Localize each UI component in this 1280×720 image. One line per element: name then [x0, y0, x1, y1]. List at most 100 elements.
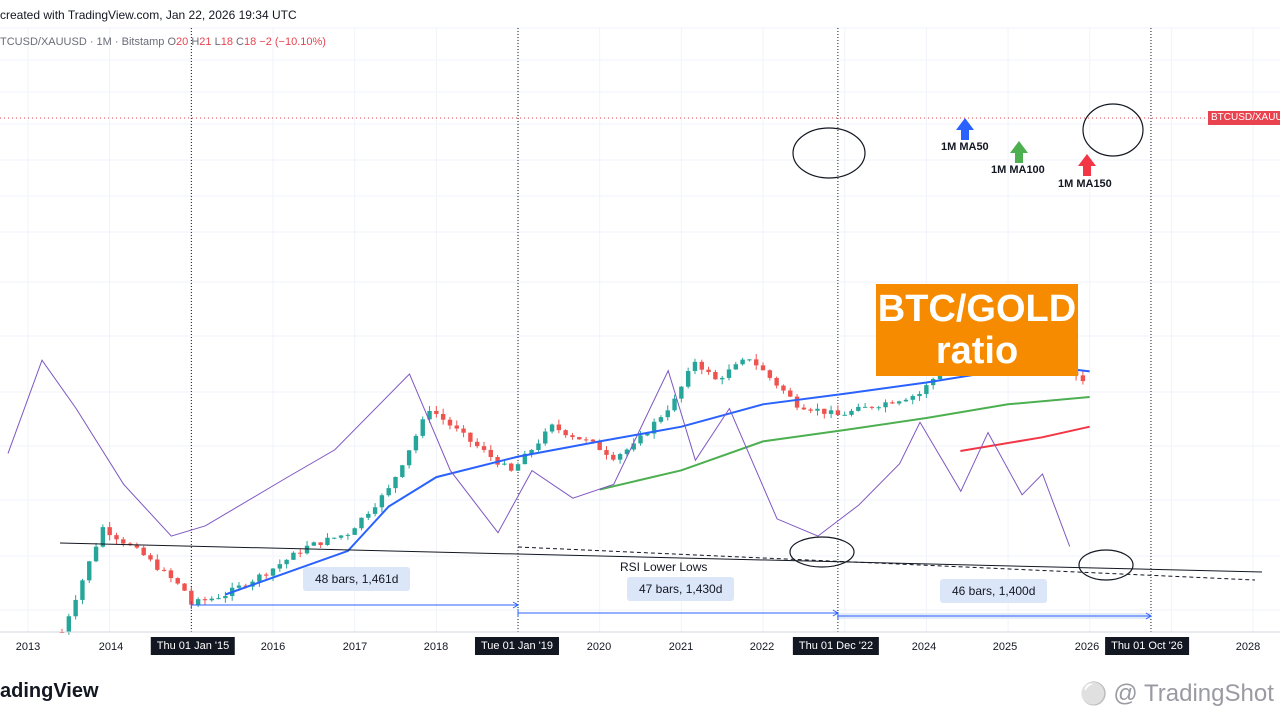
- ma50-arrow-icon: [956, 118, 974, 140]
- candle-body: [427, 410, 432, 420]
- candle: [366, 511, 371, 521]
- candle: [454, 420, 459, 432]
- candle-body: [175, 578, 180, 584]
- candle-body: [849, 410, 854, 415]
- candle: [536, 439, 541, 452]
- candle-body: [100, 527, 106, 547]
- candle: [611, 451, 616, 462]
- candle-body: [461, 428, 466, 433]
- ma150-arrow-icon: [1078, 154, 1096, 176]
- candle: [577, 436, 582, 440]
- candle: [161, 567, 167, 572]
- candle-body: [672, 398, 677, 411]
- candle-body: [570, 435, 575, 438]
- candle-body: [359, 517, 364, 529]
- tradingview-logo: adingView: [0, 680, 99, 702]
- candle-body: [202, 599, 208, 601]
- candle: [747, 359, 752, 362]
- ohlc-h: H21: [188, 36, 212, 48]
- candle-body: [66, 616, 72, 633]
- candle: [760, 362, 766, 371]
- candle-body: [372, 507, 378, 514]
- candle-body: [910, 396, 915, 400]
- candle-body: [665, 410, 670, 418]
- candle: [195, 597, 201, 608]
- candle-body: [298, 552, 303, 554]
- candle: [379, 493, 385, 513]
- candle: [556, 419, 562, 434]
- candle-body: [134, 545, 140, 548]
- candle-body: [413, 435, 419, 451]
- candle: [264, 572, 269, 579]
- candle-body: [73, 599, 78, 617]
- candle: [822, 408, 827, 419]
- candle-body: [754, 359, 759, 366]
- candle-body: [794, 396, 800, 408]
- candle: [862, 402, 868, 408]
- candle-body: [481, 446, 487, 450]
- candle-body: [679, 386, 684, 399]
- candle-body: [835, 410, 841, 415]
- candle-body: [400, 465, 405, 477]
- candle: [406, 450, 412, 469]
- candle-body: [195, 599, 201, 605]
- candle: [876, 405, 881, 411]
- range-label-2: 47 bars, 1,430d: [627, 577, 735, 601]
- candle-body: [291, 552, 296, 560]
- candle-body: [155, 559, 160, 570]
- candle: [651, 418, 657, 439]
- candle: [134, 542, 140, 549]
- candle-body: [774, 377, 779, 386]
- candle-body: [318, 542, 323, 545]
- candle: [570, 433, 575, 440]
- candle-body: [345, 534, 351, 536]
- candle: [127, 541, 133, 546]
- x-tick-label: 2025: [992, 641, 1018, 653]
- candle: [604, 446, 609, 460]
- x-tick-label: 2013: [15, 641, 41, 653]
- candle: [93, 542, 99, 563]
- candle-body: [645, 433, 650, 436]
- ma50-label: 1M MA50: [941, 141, 989, 153]
- candle: [842, 411, 847, 416]
- x-tick-label: 2016: [260, 641, 286, 653]
- candle: [332, 537, 337, 540]
- ma100-label: 1M MA100: [991, 164, 1045, 176]
- candle: [141, 545, 146, 556]
- candle: [726, 364, 732, 381]
- candle: [304, 540, 310, 555]
- candle-body: [822, 408, 827, 414]
- candle: [468, 432, 473, 448]
- x-tick-label: 2018: [423, 641, 449, 653]
- candle-body: [876, 407, 881, 409]
- candle: [563, 429, 568, 438]
- candle-body: [107, 527, 112, 536]
- candle: [175, 577, 180, 585]
- candle: [788, 387, 793, 398]
- x-highlight-label: Thu 01 Oct '26: [1105, 637, 1189, 655]
- candle: [543, 428, 548, 446]
- candle-body: [474, 441, 480, 447]
- candle-body: [617, 454, 623, 460]
- candle-body: [332, 537, 337, 539]
- candle-body: [236, 585, 242, 588]
- candle-body: [264, 574, 269, 576]
- candle-body: [488, 449, 493, 458]
- candle: [896, 400, 902, 406]
- candle-body: [638, 435, 643, 444]
- symbol-legend[interactable]: TCUSD/XAUUSD · 1M · Bitstamp O20 H21 L18…: [0, 36, 326, 48]
- candle-body: [189, 590, 194, 605]
- candle-body: [747, 359, 752, 361]
- candle-body: [828, 410, 834, 414]
- x-tick-label: 2026: [1074, 641, 1100, 653]
- candle: [338, 535, 344, 540]
- candle: [481, 441, 487, 453]
- candle-body: [651, 421, 657, 434]
- candle: [713, 369, 718, 380]
- candle: [910, 394, 915, 405]
- candle: [400, 464, 405, 478]
- candle-body: [549, 424, 555, 432]
- x-tick-label: 2022: [749, 641, 775, 653]
- candle: [372, 503, 378, 517]
